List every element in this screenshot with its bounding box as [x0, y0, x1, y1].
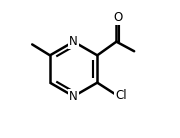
Text: N: N	[69, 90, 78, 103]
Text: Cl: Cl	[115, 89, 127, 102]
Text: O: O	[113, 11, 123, 24]
Text: N: N	[69, 35, 78, 48]
